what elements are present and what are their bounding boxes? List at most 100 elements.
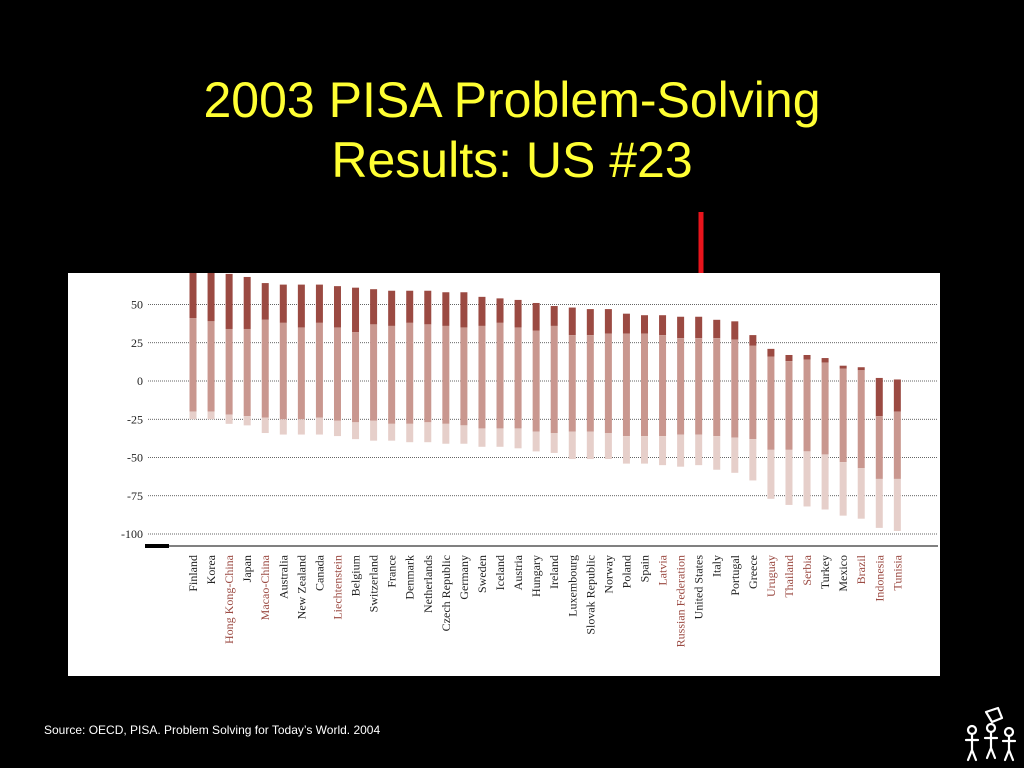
bar-segment-lower: [388, 381, 396, 424]
bar-segment-bottom: [406, 423, 414, 443]
bar-segment-top: [749, 335, 757, 346]
x-tick-label: Slovak Republic: [583, 555, 597, 635]
bar-segment-bottom: [442, 423, 450, 444]
bar-segment-bottom: [297, 419, 305, 435]
bar-segment-lower: [803, 381, 811, 452]
bar-segment-top: [225, 273, 233, 329]
bar-segment-top: [659, 315, 667, 336]
bar-segment-lower: [586, 381, 594, 432]
bar-segment-lower: [225, 381, 233, 415]
x-tick-label: Macao-China: [258, 554, 272, 620]
bar-segment-bottom: [496, 428, 504, 447]
x-tick-label: Czech Republic: [439, 555, 453, 631]
x-tick-label: Tunisia: [890, 554, 904, 590]
bar-segment-upper: [460, 327, 468, 381]
bar-segment-bottom: [333, 420, 341, 437]
bar-segment-top: [261, 283, 269, 320]
bar-segment-lower: [532, 381, 540, 432]
bar-segment-top: [352, 287, 360, 333]
bar-segment-lower: [460, 381, 468, 426]
bar-segment-upper: [568, 335, 576, 381]
x-tick-label: Italy: [710, 555, 724, 577]
bar-segment-lower: [333, 381, 341, 421]
x-tick-label: Denmark: [403, 555, 417, 600]
bar-segment-upper: [478, 325, 486, 381]
x-tick-label: Korea: [204, 554, 218, 584]
bar-segment-top: [568, 307, 576, 336]
bar-segment-bottom: [821, 454, 829, 510]
bar-segment-bottom: [370, 420, 378, 441]
x-tick-label: Greece: [746, 555, 760, 589]
bar-segment-top: [424, 290, 432, 325]
bar-segment-top: [460, 292, 468, 328]
bar-segment-top: [785, 354, 793, 362]
bar-segment-lower: [713, 381, 721, 437]
bar-segment-lower: [622, 381, 630, 437]
x-tick-label: Spain: [638, 555, 652, 582]
x-tick-label: Ireland: [547, 555, 561, 589]
bar-segment-lower: [424, 381, 432, 423]
bar-segment-lower: [604, 381, 612, 434]
bar-segment-upper: [586, 335, 594, 381]
bar-segment-lower: [695, 381, 703, 435]
x-tick-label: Australia: [276, 554, 290, 599]
bar-segment-bottom: [568, 431, 576, 460]
bar-segment-top: [586, 309, 594, 336]
bar-segment-upper: [641, 333, 648, 381]
bar-segment-top: [893, 379, 901, 412]
bar-segment-top: [767, 348, 775, 357]
bar-segment-bottom: [785, 449, 793, 505]
bar-segment-upper: [315, 322, 323, 381]
x-tick-label: Hong Kong-China: [222, 554, 236, 644]
slide-title: 2003 PISA Problem-Solving Results: US #2…: [0, 70, 1024, 190]
bar-segment-top: [243, 276, 251, 329]
bar-segment-top: [839, 365, 847, 369]
bar-segment-top: [713, 319, 721, 339]
bar-segment-upper: [677, 338, 685, 381]
x-tick-label: Netherlands: [421, 555, 435, 613]
family-logo-icon: [964, 706, 1017, 762]
bar-segment-lower: [207, 381, 215, 412]
bar-segment-lower: [514, 381, 522, 429]
bar-segment-upper: [514, 327, 522, 381]
bar-segment-upper: [261, 319, 269, 381]
bar-segment-upper: [496, 322, 504, 381]
bar-segment-bottom: [315, 417, 323, 435]
x-tick-label: Mexico: [836, 555, 850, 592]
bar-segment-bottom: [641, 436, 648, 464]
bar-segment-bottom: [893, 478, 901, 531]
bar-segment-upper: [243, 328, 251, 381]
bar-segment-upper: [803, 359, 811, 381]
bar-segment-top: [821, 358, 829, 363]
bar-segment-lower: [731, 381, 739, 438]
bar-segment-lower: [767, 381, 775, 450]
bar-segment-top: [279, 284, 287, 323]
bar-segment-lower: [442, 381, 450, 424]
bar-segment-bottom: [550, 433, 558, 453]
bar-segment-top: [370, 289, 378, 325]
bar-segment-bottom: [731, 437, 739, 473]
bar-segment-upper: [604, 333, 612, 381]
bar-segment-top: [189, 273, 197, 319]
bar-segment-lower: [839, 381, 847, 463]
bar-segment-top: [857, 367, 865, 371]
x-tick-label: Poland: [619, 555, 633, 588]
x-tick-label: Norway: [601, 555, 615, 594]
bar-segment-lower: [677, 381, 685, 435]
bar-segment-upper: [279, 322, 287, 381]
bar-segment-bottom: [857, 468, 865, 519]
x-tick-label: Portugal: [728, 554, 742, 595]
bar-segment-bottom: [532, 431, 540, 452]
bar-segment-upper: [731, 339, 739, 381]
bar-segment-lower: [568, 381, 576, 432]
y-tick-label: -25: [127, 412, 143, 426]
axis-marker: [145, 544, 169, 548]
bar-segment-lower: [875, 416, 883, 479]
bar-segment-lower: [406, 381, 414, 424]
x-tick-label: Switzerland: [367, 555, 381, 612]
x-tick-label: Liechtenstein: [330, 555, 344, 620]
bar-segment-upper: [388, 325, 396, 381]
y-tick-label: -75: [127, 489, 143, 503]
bar-segment-bottom: [803, 451, 811, 507]
bar-segment-lower: [749, 381, 757, 440]
